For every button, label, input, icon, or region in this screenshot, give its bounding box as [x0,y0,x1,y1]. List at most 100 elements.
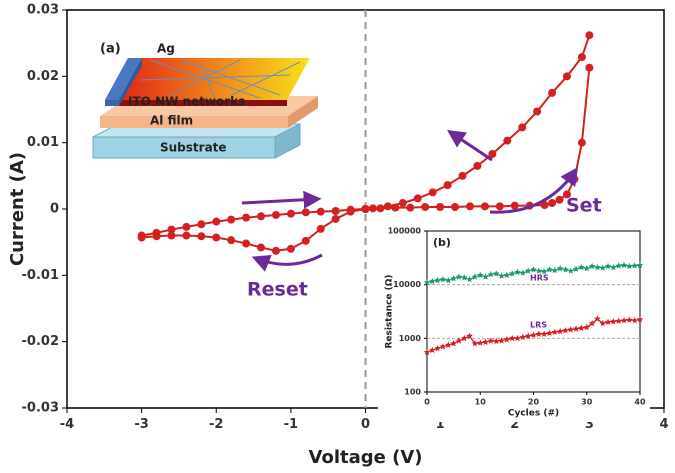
data-point [429,346,436,354]
data-point [460,274,468,281]
data-point [577,53,586,62]
data-point [476,271,484,278]
data-point [610,318,617,325]
data-point [227,236,236,245]
x-tick-label: 1 [436,417,445,432]
data-point [604,318,612,325]
data-point [466,332,473,339]
x-tick-label: -4 [60,417,74,432]
x-tick-label: 20 [528,398,540,407]
data-point [585,31,594,40]
data-point [361,205,370,213]
y-tick-label: 100000 [388,227,422,236]
data-point [383,202,392,211]
data-point [540,268,548,275]
data-point [588,319,596,327]
y-tick-label: 10000 [393,280,421,289]
data-point [434,344,441,352]
data-point [599,319,607,327]
data-point [540,330,548,337]
data-point [460,334,468,342]
data-point [257,212,266,221]
data-point [476,339,484,346]
data-point [562,190,571,199]
data-point [562,327,569,334]
data-point [471,273,479,280]
data-point [533,107,542,116]
y-tick-label: 100 [404,388,421,397]
data-point [482,338,489,345]
data-point [455,337,463,344]
data-point [498,337,505,344]
data-point [212,233,221,242]
data-point [578,324,585,331]
data-point [450,340,457,347]
data-point [488,149,497,158]
data-point [572,325,580,332]
x-tick-label: 0 [361,417,370,432]
x-axis-label: Cycles (#) [508,409,559,419]
data-point [583,323,591,331]
data-point [428,188,437,197]
data-point [551,266,559,274]
data-point [636,315,644,323]
data-point [439,343,447,350]
device-illustration: (a) Ag ITO NW networks Al film Substrate [92,42,318,159]
data-point [604,262,612,270]
data-point [524,332,532,339]
data-point [487,337,495,344]
data-point [331,214,340,223]
data-point [510,201,519,210]
x-tick-label: 2 [510,417,519,432]
data-point [423,278,431,286]
data-point [599,264,607,271]
data-point [167,231,176,240]
data-point [301,236,310,245]
data-point [562,72,571,81]
data-point [556,327,564,335]
data-line [141,208,366,252]
data-point [455,273,463,280]
data-point [540,201,549,210]
main-plot: -4 -3 -2 -1 0 1 2 3 4 -0.03 -0.02 -0.01 0 0.01 0.02 0.0… [7,3,669,469]
data-point [227,215,236,224]
data-point [585,63,594,72]
data-point [271,246,280,255]
x-tick-label: -1 [284,417,298,432]
data-point [548,199,557,208]
data-point [492,337,500,345]
data-point [514,334,521,342]
x-tick-label: 4 [659,417,668,432]
y-tick-label: 0.03 [27,3,59,18]
inset-plot: 0 10 20 30 40 100 1000 10000 100000 Cycles (#) Res… [378,222,650,422]
annotation: (a) [100,42,121,57]
data-point [398,199,407,208]
sweep-arrows [241,130,579,272]
data-point [197,232,206,241]
data-line [141,208,366,237]
data-point [182,231,191,240]
x-tick-label: -3 [134,417,148,432]
data-point [615,317,622,324]
data-point [413,194,422,203]
data-point [473,161,482,170]
data-point [445,276,452,284]
data-point [443,181,452,190]
y-tick-label: -0.03 [22,401,59,416]
data-point [631,262,638,269]
annotation: Al film [150,114,193,128]
inset-background [378,222,650,422]
data-point [562,266,569,273]
data-point [503,336,511,343]
data-point [572,265,580,272]
x-axis-label: Voltage (V) [309,447,423,468]
data-point [436,203,445,212]
y-tick-label: -0.02 [22,334,59,349]
data-point [406,203,415,212]
data-point [514,268,521,276]
annotation: (b) [433,236,451,249]
annotation: Reset [247,279,308,301]
y-axis-label: Resistance (Ω) [385,274,395,348]
annotation: LRS [530,321,547,330]
annotation: Substrate [160,141,227,155]
